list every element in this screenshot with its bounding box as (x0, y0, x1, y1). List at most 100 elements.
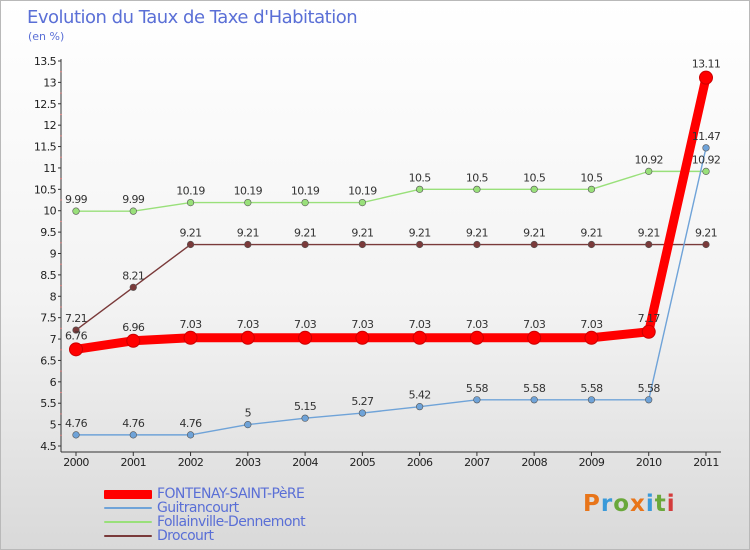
data-point (69, 342, 83, 357)
data-label: 9.21 (466, 227, 488, 240)
data-label: 10.92 (692, 153, 721, 166)
x-tick-label: 2006 (407, 456, 433, 469)
legend-swatch-guitrancourt (104, 507, 152, 509)
y-tick-label: 5 (50, 419, 57, 432)
data-label: 9.99 (65, 193, 88, 206)
chart-subtitle: (en %) (28, 30, 65, 43)
y-tick-label: 10.5 (34, 183, 57, 196)
data-point (584, 330, 599, 345)
data-label: 10.5 (409, 171, 432, 184)
data-label: 5.27 (351, 395, 374, 408)
data-point (473, 396, 481, 404)
x-tick-label: 2002 (178, 456, 204, 469)
data-point (530, 396, 538, 404)
y-tick-label: 12 (43, 119, 56, 132)
data-label: 9.21 (351, 227, 373, 240)
x-tick-label: 2008 (521, 456, 547, 469)
legend-swatch-follainville (104, 521, 152, 523)
data-point (416, 185, 424, 193)
data-label: 7.03 (409, 318, 432, 331)
data-label: 5.58 (466, 382, 489, 395)
y-minor-tick (60, 113, 62, 116)
data-point (72, 431, 80, 439)
chart-title: Evolution du Taux de Taxe d'Habitation (27, 7, 358, 28)
data-label: 9.21 (179, 227, 201, 240)
data-point (702, 240, 710, 249)
y-tick-label: 10 (43, 205, 56, 218)
legend: FONTENAY-SAINT-PèRE Guitrancourt Follain… (104, 486, 306, 543)
data-point (126, 333, 141, 348)
data-point (358, 409, 366, 417)
data-label: 7.03 (237, 318, 260, 331)
x-tick-label: 2000 (63, 456, 89, 469)
legend-item-follainville: Follainville-Dennemont (104, 515, 306, 529)
logo-letter: r (600, 491, 614, 517)
data-point (587, 185, 596, 193)
data-point (473, 240, 481, 249)
data-point (469, 330, 484, 345)
y-minor-tick (60, 391, 62, 394)
data-point (186, 198, 195, 207)
data-point (358, 198, 366, 207)
logo-letter: i (645, 491, 655, 517)
x-tick-label: 2009 (579, 456, 605, 469)
y-tick-label: 5.5 (40, 397, 56, 410)
data-label: 10.19 (176, 185, 205, 198)
y-tick-label: 11.5 (34, 141, 57, 154)
data-label: 10.5 (580, 171, 603, 184)
data-label: 4.76 (65, 417, 88, 430)
x-tick-label: 2003 (235, 456, 261, 469)
y-minor-tick (60, 178, 62, 180)
x-tick-label: 2011 (693, 456, 719, 469)
logo-letter: i (666, 491, 676, 517)
legend-label-fontenay: FONTENAY-SAINT-PèRE (157, 486, 305, 502)
legend-swatch-fontenay (104, 489, 152, 499)
proxiti-logo: Proxiti (583, 491, 676, 517)
y-tick-label: 12.5 (34, 98, 57, 111)
data-label: 9.21 (409, 227, 431, 240)
data-label: 7.03 (580, 318, 603, 331)
y-minor-tick (60, 306, 62, 308)
data-point (301, 414, 309, 422)
y-minor-tick (60, 370, 62, 372)
data-point (641, 324, 656, 339)
legend-item-guitrancourt: Guitrancourt (104, 501, 305, 515)
data-label: 9.21 (523, 227, 545, 240)
data-label: 7.17 (638, 312, 661, 325)
data-label: 4.76 (122, 417, 145, 430)
data-label: 5.15 (294, 400, 317, 413)
series-line-3 (75, 243, 707, 331)
data-label: 9.21 (695, 227, 717, 240)
y-tick-label: 8 (50, 290, 57, 303)
y-tick-label: 7.5 (40, 312, 56, 325)
x-tick-label: 2004 (292, 456, 318, 469)
legend-label-guitrancourt: Guitrancourt (157, 500, 239, 516)
data-point (244, 421, 252, 429)
data-label: 9.99 (122, 193, 145, 206)
legend-item-drocourt: Drocourt (104, 529, 305, 543)
y-tick-label: 8.5 (40, 269, 56, 282)
y-tick-label: 13.5 (34, 55, 57, 68)
y-tick-label: 9.5 (40, 226, 56, 239)
data-label: 7.03 (294, 318, 317, 331)
x-tick-label: 2001 (120, 456, 146, 469)
data-point (244, 240, 252, 249)
y-minor-tick (60, 156, 62, 158)
data-point (301, 240, 309, 249)
series-line-0 (71, 73, 711, 354)
y-minor-tick (60, 284, 62, 287)
data-label: 10.5 (523, 171, 546, 184)
data-label: 7.21 (65, 312, 87, 325)
data-point (412, 330, 427, 345)
data-point (186, 240, 195, 249)
data-label: 7.03 (179, 318, 202, 331)
data-point (355, 330, 370, 345)
data-label: 13.11 (692, 58, 721, 71)
data-point (587, 240, 596, 249)
logo-letter: P (583, 491, 601, 517)
data-point (645, 396, 653, 404)
y-tick-label: 6 (50, 376, 57, 389)
data-point (530, 185, 538, 193)
